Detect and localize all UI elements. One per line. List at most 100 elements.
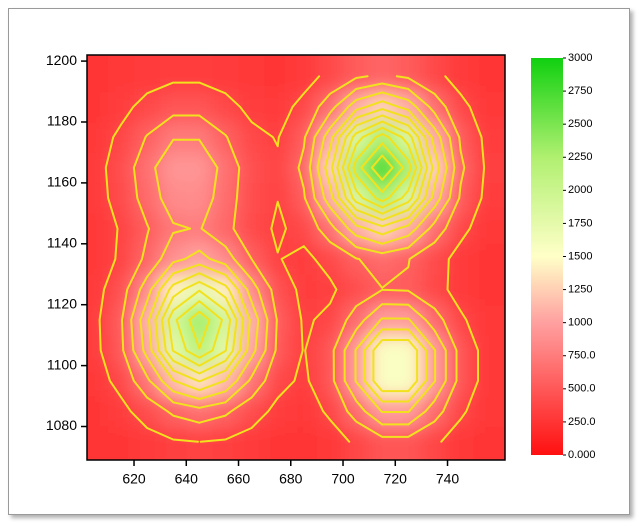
heatmap-cell [316,335,344,367]
heatmap-cell [395,55,422,93]
colorbar [531,58,563,455]
heatmap-cell [473,365,505,397]
heatmap-cell [447,243,475,275]
heatmap-cell [87,182,109,214]
heatmap-cell [212,182,240,214]
heatmap-cell [238,55,266,93]
colorbar-tick-label: 2000 [568,184,592,196]
heatmap-cell [238,182,266,214]
plot-frame [86,54,506,461]
heatmap-cell [316,55,344,93]
colorbar-tick-label: 3000 [568,52,592,64]
heatmap-cell [316,152,344,184]
heatmap-cell [447,55,475,93]
contour-line [147,100,441,403]
heatmap-cell [134,91,161,123]
contour-line [98,75,486,443]
heatmap-cell [160,396,187,428]
heatmap-cell [264,55,292,93]
heatmap-cell [316,426,344,460]
heatmap-cell [238,335,266,367]
heatmap-cell [107,152,135,184]
y-tick-label: 1200 [46,52,77,68]
heatmap-cell [238,213,266,245]
x-tick-label: 660 [227,471,251,487]
heatmap-cell [160,152,187,184]
heatmap-cell [87,426,109,460]
heatmap-cell [421,426,449,460]
heatmap-cell [421,55,449,93]
x-tick-label: 680 [279,471,303,487]
colorbar-tick-label: 250.0 [568,416,596,428]
heatmap-cell [160,91,187,123]
heatmap-cell [238,91,266,123]
heatmap-cell [316,243,344,275]
heatmap-cell [290,243,318,275]
colorbar-tick-label: 500.0 [568,383,596,395]
colorbar-tick-label: 0.000 [568,449,596,461]
colorbar-tick-label: 2500 [568,118,592,130]
heatmap-cell [473,55,505,93]
heatmap-cell [160,426,187,460]
heatmap-cell [87,304,109,336]
heatmap-cell [212,426,240,460]
heatmap-cell [264,304,292,336]
heatmap-cell [290,274,318,306]
heatmap-cell [87,121,109,153]
heatmap-cell [264,426,292,460]
heatmap-cell [447,426,475,460]
heatmap-cell [473,243,505,275]
colorbar-tick-label: 1500 [568,250,592,262]
heatmap-cell [421,274,449,306]
heatmap-cell [473,335,505,367]
heatmap-cell [134,396,161,428]
contours [98,75,486,443]
heatmap-cell [107,274,135,306]
heatmap-cell [87,243,109,275]
colorbar-tick-label: 2250 [568,151,592,163]
heatmap-cell [107,426,135,460]
heatmap-cell [107,335,135,367]
heatmap-cell [290,152,318,184]
heatmap-cell [212,121,240,153]
contour-line [167,120,423,367]
heatmap-cell [107,55,135,93]
heatmap-cell [369,304,396,336]
heatmap-cell [264,335,292,367]
heatmap-cell [264,274,292,306]
heatmap-cell [473,396,505,428]
heatmap-cell [160,213,187,245]
y-tick-label: 1160 [47,174,77,190]
heatmap-cell [447,274,475,306]
x-tick-label: 640 [175,471,199,487]
heatmap-cell [447,152,475,184]
heatmap-cell [186,426,213,460]
heatmap-cell [473,274,505,306]
heatmap-cell [369,243,396,275]
contour-line [360,142,405,193]
colorbar-tick-label: 2750 [568,85,592,97]
heatmap-cell [290,55,318,93]
heatmap-cell [134,365,161,397]
contour-line [139,91,448,413]
heatmap-cell [87,365,109,397]
heatmap-cell [343,426,370,460]
contour-line [121,75,466,438]
x-tick-label: 720 [384,471,408,487]
y-tick-label: 1180 [47,113,77,129]
y-tick-label: 1100 [47,356,77,372]
heatmap-cell [473,304,505,336]
heatmap-cell [238,152,266,184]
heatmap-cell [473,152,505,184]
contour-line [154,108,434,393]
heatmap-cell [186,121,213,153]
heatmap-cell [186,243,213,275]
heatmap-cell [212,91,240,123]
x-tick-label: 620 [122,471,146,487]
heatmap-cell [238,121,266,153]
heatmap-cell [212,55,240,93]
heatmap-cell [134,213,161,245]
heatmap-cell [290,335,318,367]
